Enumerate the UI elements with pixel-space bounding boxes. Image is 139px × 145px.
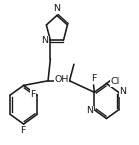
Text: F: F (31, 90, 36, 99)
Text: N: N (53, 4, 60, 13)
Text: F: F (91, 74, 96, 83)
Text: Cl: Cl (111, 77, 120, 86)
Text: OH: OH (55, 75, 69, 84)
Text: N: N (42, 36, 49, 45)
Text: N: N (120, 87, 126, 96)
Text: F: F (20, 126, 26, 135)
Text: N: N (86, 106, 93, 115)
